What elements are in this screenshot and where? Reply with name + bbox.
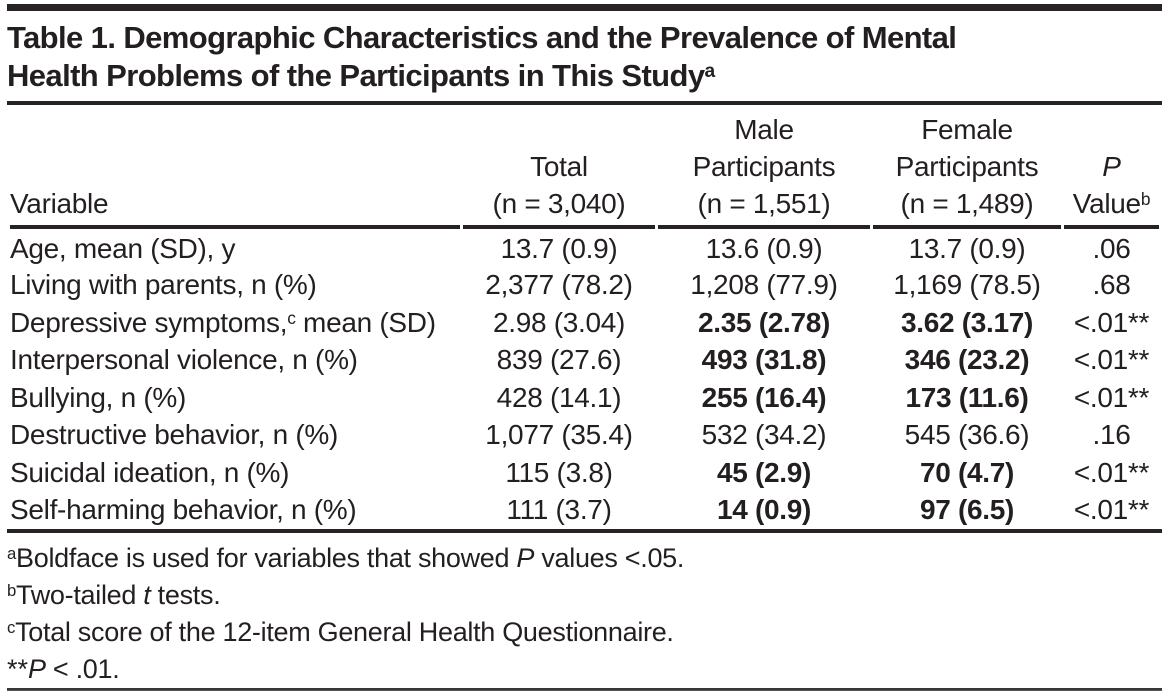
column-header-male: Male Participants (n = 1,551) — [658, 105, 870, 229]
bottom-rule — [7, 688, 1162, 691]
pvalue-footnote-marker: b — [1140, 189, 1151, 210]
cell-female: 3.62 (3.17) — [900, 306, 1034, 338]
cell-female: 346 (23.2) — [904, 344, 1030, 376]
table-row: Self-harming behavior, n (%) 111 (3.7) 1… — [10, 492, 1159, 530]
body-bottom-rule — [7, 529, 1162, 533]
table-row: Depressive symptoms,c mean (SD) 2.98 (3.… — [10, 304, 1159, 342]
cell-pvalue: .68 — [1092, 269, 1131, 301]
cell-male: 2.35 (2.78) — [697, 306, 831, 338]
table-row: Interpersonal violence, n (%) 839 (27.6)… — [10, 342, 1159, 380]
cell-female: 1,169 (78.5) — [893, 269, 1041, 301]
cell-male: 45 (2.9) — [716, 456, 812, 488]
column-header-female: Female Participants (n = 1,489) — [873, 105, 1061, 229]
cell-variable: Living with parents, n (%) — [10, 269, 317, 301]
table-title-footnote-marker: a — [704, 61, 716, 83]
cell-total: 2.98 (3.04) — [492, 306, 626, 338]
cell-male: 493 (31.8) — [701, 344, 827, 376]
cell-female: 173 (11.6) — [905, 381, 1029, 413]
cell-total: 839 (27.6) — [496, 344, 622, 376]
top-rule — [7, 4, 1162, 11]
cell-male: 532 (34.2) — [701, 419, 827, 451]
table-row: Age, mean (SD), y 13.7 (0.9) 13.6 (0.9) … — [10, 229, 1159, 267]
footnote-marker: ** — [7, 654, 29, 684]
table-figure: Table 1. Demographic Characteristics and… — [0, 4, 1169, 691]
cell-pvalue: <.01** — [1073, 306, 1150, 338]
cell-female: 97 (6.5) — [919, 494, 1015, 526]
title-rule — [7, 101, 1162, 105]
cell-pvalue: <.01** — [1073, 456, 1150, 488]
footnote-c: cTotal score of the 12-item General Heal… — [7, 617, 674, 647]
cell-pvalue: <.01** — [1073, 344, 1150, 376]
column-header-pvalue: P Valueb — [1064, 105, 1159, 229]
cell-variable: Age, mean (SD), y — [10, 233, 236, 265]
table-title-line2: Health Problems of the Participants in T… — [7, 58, 705, 93]
header-row: Variable Total (n = 3,040) Male Particip… — [10, 105, 1159, 229]
cell-pvalue: <.01** — [1073, 494, 1150, 526]
cell-total: 2,377 (78.2) — [485, 269, 633, 301]
table-title: Table 1. Demographic Characteristics and… — [7, 19, 1162, 95]
cell-female: 13.7 (0.9) — [908, 233, 1026, 265]
footnote-b: bTwo-tailed t tests. — [7, 580, 221, 610]
footnote-significance: **P < .01. — [7, 654, 120, 684]
cell-total: 115 (3.8) — [505, 456, 613, 488]
table-row: Destructive behavior, n (%) 1,077 (35.4)… — [10, 417, 1159, 455]
cell-male: 1,208 (77.9) — [690, 269, 838, 301]
cell-pvalue: <.01** — [1073, 381, 1150, 413]
footnote-a: aBoldface is used for variables that sho… — [7, 543, 685, 573]
footnotes: aBoldface is used for variables that sho… — [7, 533, 1162, 688]
cell-variable: Interpersonal violence, n (%) — [10, 344, 358, 376]
cell-male: 13.6 (0.9) — [705, 233, 823, 265]
cell-pvalue: .06 — [1092, 233, 1131, 265]
table-row: Bullying, n (%) 428 (14.1) 255 (16.4) 17… — [10, 379, 1159, 417]
cell-variable: Bullying, n (%) — [10, 381, 187, 413]
cell-total: 428 (14.1) — [496, 381, 622, 413]
cell-variable: Self-harming behavior, n (%) — [10, 494, 357, 526]
table-title-line1: Table 1. Demographic Characteristics and… — [7, 20, 957, 55]
cell-male: 255 (16.4) — [701, 381, 827, 413]
table-row: Living with parents, n (%) 2,377 (78.2) … — [10, 267, 1159, 305]
footnote-marker: c — [7, 618, 16, 638]
column-header-variable: Variable — [10, 105, 460, 229]
cell-variable: Destructive behavior, n (%) — [10, 419, 339, 451]
footnote-marker: a — [7, 544, 17, 564]
cell-female: 545 (36.6) — [904, 419, 1030, 451]
cell-female: 70 (4.7) — [919, 456, 1015, 488]
table-row: Suicidal ideation, n (%) 115 (3.8) 45 (2… — [10, 454, 1159, 492]
cell-pvalue: .16 — [1092, 419, 1131, 451]
cell-total: 1,077 (35.4) — [485, 419, 633, 451]
cell-total: 111 (3.7) — [506, 494, 612, 526]
table-header: Variable Total (n = 3,040) Male Particip… — [10, 105, 1159, 229]
footnote-marker: b — [7, 581, 17, 601]
data-table: Variable Total (n = 3,040) Male Particip… — [7, 105, 1162, 529]
cell-total: 13.7 (0.9) — [500, 233, 618, 265]
cell-male: 14 (0.9) — [716, 494, 812, 526]
cell-variable: Suicidal ideation, n (%) — [10, 456, 290, 488]
column-header-total: Total (n = 3,040) — [463, 105, 655, 229]
cell-variable: Depressive symptoms,c mean (SD) — [10, 306, 436, 338]
table-body: Age, mean (SD), y 13.7 (0.9) 13.6 (0.9) … — [10, 229, 1159, 529]
